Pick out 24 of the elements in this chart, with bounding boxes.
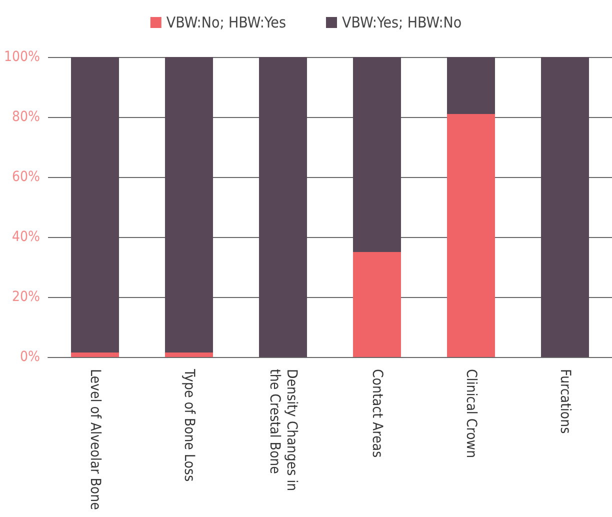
x-tick-label: Clinical Crown <box>463 369 479 458</box>
legend-label: VBW:No; HBW:Yes <box>166 14 286 32</box>
bar <box>165 57 213 352</box>
bar <box>447 57 495 114</box>
bar <box>353 252 401 357</box>
y-tick-label: 0% <box>20 349 40 365</box>
bar <box>71 352 119 357</box>
y-tick-label: 40% <box>12 229 40 245</box>
x-tick-label: Level of Alveolar Bone <box>87 369 103 510</box>
x-tick-label: Type of Bone Loss <box>181 368 197 482</box>
bar <box>71 57 119 352</box>
y-tick-label: 20% <box>12 289 40 305</box>
bar <box>165 352 213 357</box>
bar <box>353 57 401 252</box>
bar <box>447 114 495 357</box>
y-tick-label: 60% <box>12 169 40 185</box>
bar <box>259 57 307 357</box>
legend-label: VBW:Yes; HBW:No <box>342 14 462 32</box>
bar <box>541 57 589 357</box>
y-tick-label: 100% <box>4 49 40 65</box>
x-tick-label: Furcations <box>557 369 573 434</box>
x-tick-label: Density Changes in the Crestal Bone <box>266 369 300 492</box>
y-tick-label: 80% <box>12 109 40 125</box>
x-tick-label: Contact Areas <box>369 369 385 458</box>
